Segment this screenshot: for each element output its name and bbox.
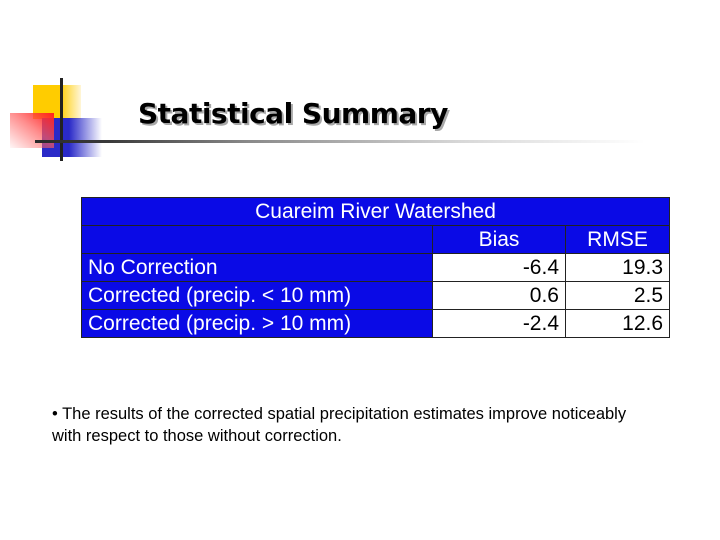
bias-value: -2.4: [432, 309, 566, 338]
header-cell-rmse: RMSE: [564, 225, 671, 254]
bias-value: 0.6: [432, 281, 566, 310]
row-label: Corrected (precip. < 10 mm): [81, 281, 433, 310]
table-row: Corrected (precip. < 10 mm) 0.6 2.5: [81, 281, 671, 310]
bias-value: -6.4: [432, 253, 566, 282]
rmse-value: 12.6: [564, 309, 671, 338]
bullet-text: • The results of the corrected spatial p…: [52, 405, 627, 445]
vertical-line-divider: [60, 78, 63, 161]
table-title-row: Cuareim River Watershed: [80, 197, 671, 226]
table-title: Cuareim River Watershed: [80, 197, 671, 226]
table-header-row: Bias RMSE: [81, 225, 671, 254]
row-label: No Correction: [81, 253, 433, 282]
rmse-value: 19.3: [564, 253, 671, 282]
title-underline-divider: [35, 140, 645, 143]
row-label: Corrected (precip. > 10 mm): [81, 309, 433, 338]
rmse-value: 2.5: [564, 281, 671, 310]
decorative-logo: [0, 0, 120, 170]
table-row: No Correction -6.4 19.3: [81, 253, 671, 282]
table-row: Corrected (precip. > 10 mm) -2.4 12.6: [81, 309, 671, 338]
header-cell-bias: Bias: [432, 225, 566, 254]
slide-title: Statistical Summary: [138, 97, 448, 130]
header-cell-empty: [81, 225, 433, 254]
statistics-table: Cuareim River Watershed Bias RMSE No Cor…: [80, 197, 671, 338]
